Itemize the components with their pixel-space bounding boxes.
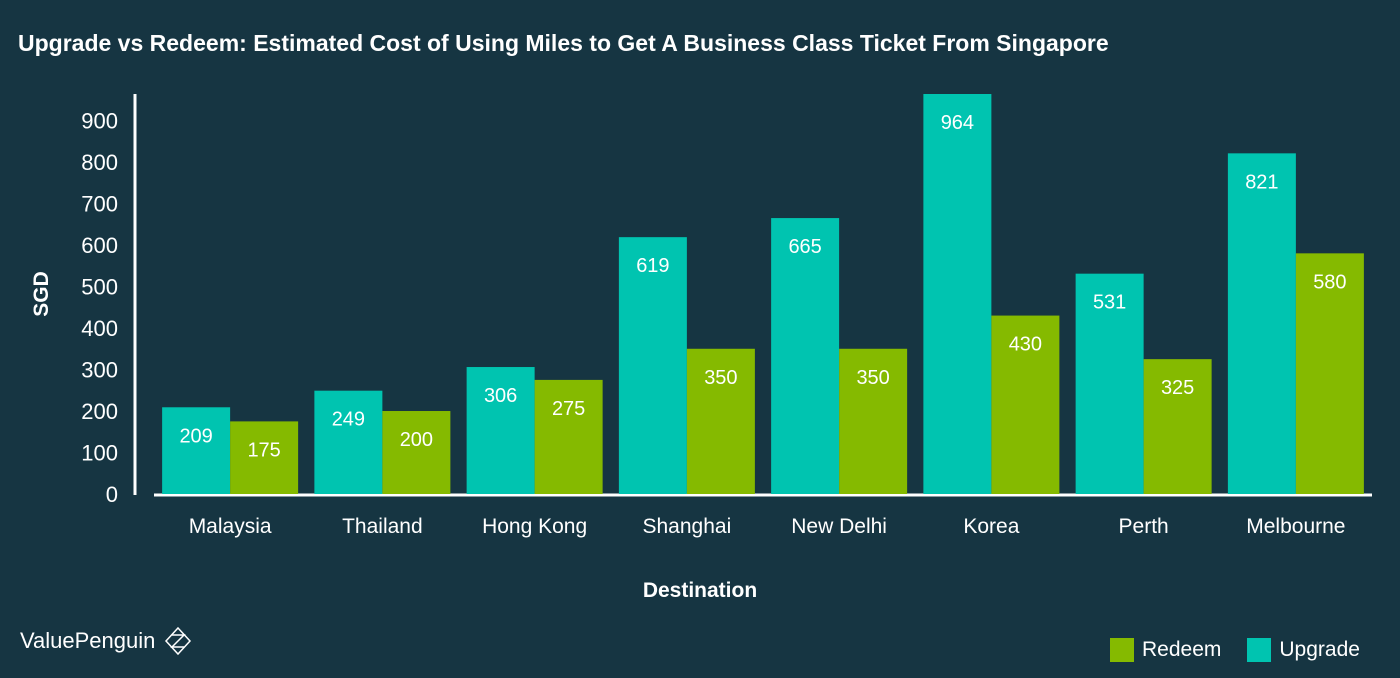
chart-title: Upgrade vs Redeem: Estimated Cost of Usi… xyxy=(18,30,1109,56)
y-tick-label: 800 xyxy=(81,150,118,175)
data-label-upgrade: 619 xyxy=(636,255,669,277)
data-label-redeem: 430 xyxy=(1009,334,1042,356)
valuepenguin-logo-icon xyxy=(165,626,192,656)
bar-upgrade xyxy=(1227,153,1296,494)
data-label-upgrade: 531 xyxy=(1093,292,1126,314)
x-tick-label: Hong Kong xyxy=(482,515,587,538)
data-label-redeem: 275 xyxy=(552,398,585,420)
x-axis-title: Destination xyxy=(643,579,757,602)
y-tick-label: 100 xyxy=(81,441,118,466)
legend-item-redeem: Redeem xyxy=(1110,638,1221,662)
legend-label-redeem: Redeem xyxy=(1142,638,1222,661)
bar-upgrade xyxy=(162,407,231,494)
data-label-upgrade: 209 xyxy=(179,425,212,447)
data-label-upgrade: 964 xyxy=(941,112,974,134)
data-label-upgrade: 306 xyxy=(484,385,517,407)
chart-legend: Redeem Upgrade xyxy=(1110,638,1360,662)
y-tick-label: 600 xyxy=(81,233,118,258)
legend-item-upgrade: Upgrade xyxy=(1247,638,1360,662)
data-label-redeem: 580 xyxy=(1313,271,1346,293)
x-tick-label: Thailand xyxy=(342,515,423,538)
data-label-upgrade: 249 xyxy=(332,409,365,431)
y-tick-label: 0 xyxy=(106,482,118,507)
brand-logo: ValuePenguin xyxy=(20,626,193,656)
bar-upgrade xyxy=(771,218,840,494)
bar-redeem xyxy=(991,315,1060,494)
bar-upgrade xyxy=(618,237,687,494)
data-label-redeem: 200 xyxy=(400,429,433,451)
legend-swatch-upgrade xyxy=(1247,638,1272,662)
x-tick-label: Shanghai xyxy=(643,515,732,538)
x-tick-label: Korea xyxy=(963,515,1019,538)
bar-redeem xyxy=(686,348,755,494)
legend-swatch-redeem xyxy=(1110,638,1134,662)
bar-upgrade xyxy=(923,94,992,494)
data-label-redeem: 350 xyxy=(856,367,889,389)
data-label-upgrade: 665 xyxy=(788,236,821,258)
data-label-redeem: 325 xyxy=(1161,377,1194,399)
x-tick-label: Perth xyxy=(1119,515,1169,538)
x-tick-label: Melbourne xyxy=(1246,515,1345,538)
bar-redeem xyxy=(1143,359,1212,494)
bar-redeem xyxy=(839,348,908,494)
bar-redeem xyxy=(230,421,299,494)
x-tick-label: New Delhi xyxy=(791,515,887,538)
bar-upgrade xyxy=(1075,273,1144,494)
data-label-redeem: 175 xyxy=(247,439,280,461)
bar-redeem xyxy=(534,379,603,494)
y-axis-title: SGD xyxy=(30,271,53,317)
y-tick-label: 500 xyxy=(81,275,118,300)
y-tick-label: 900 xyxy=(81,109,118,134)
y-tick-label: 300 xyxy=(81,358,118,383)
brand-name: ValuePenguin xyxy=(20,628,156,653)
y-tick-label: 400 xyxy=(81,316,118,341)
bar-redeem xyxy=(1295,253,1364,494)
bar-redeem xyxy=(382,411,451,494)
data-label-upgrade: 821 xyxy=(1245,171,1278,193)
y-tick-label: 200 xyxy=(81,399,118,424)
y-tick-label: 700 xyxy=(81,192,118,217)
bar-upgrade xyxy=(314,390,383,494)
data-label-redeem: 350 xyxy=(704,367,737,389)
bar-upgrade xyxy=(466,367,535,494)
x-tick-label: Malaysia xyxy=(189,515,272,538)
legend-label-upgrade: Upgrade xyxy=(1279,638,1360,661)
